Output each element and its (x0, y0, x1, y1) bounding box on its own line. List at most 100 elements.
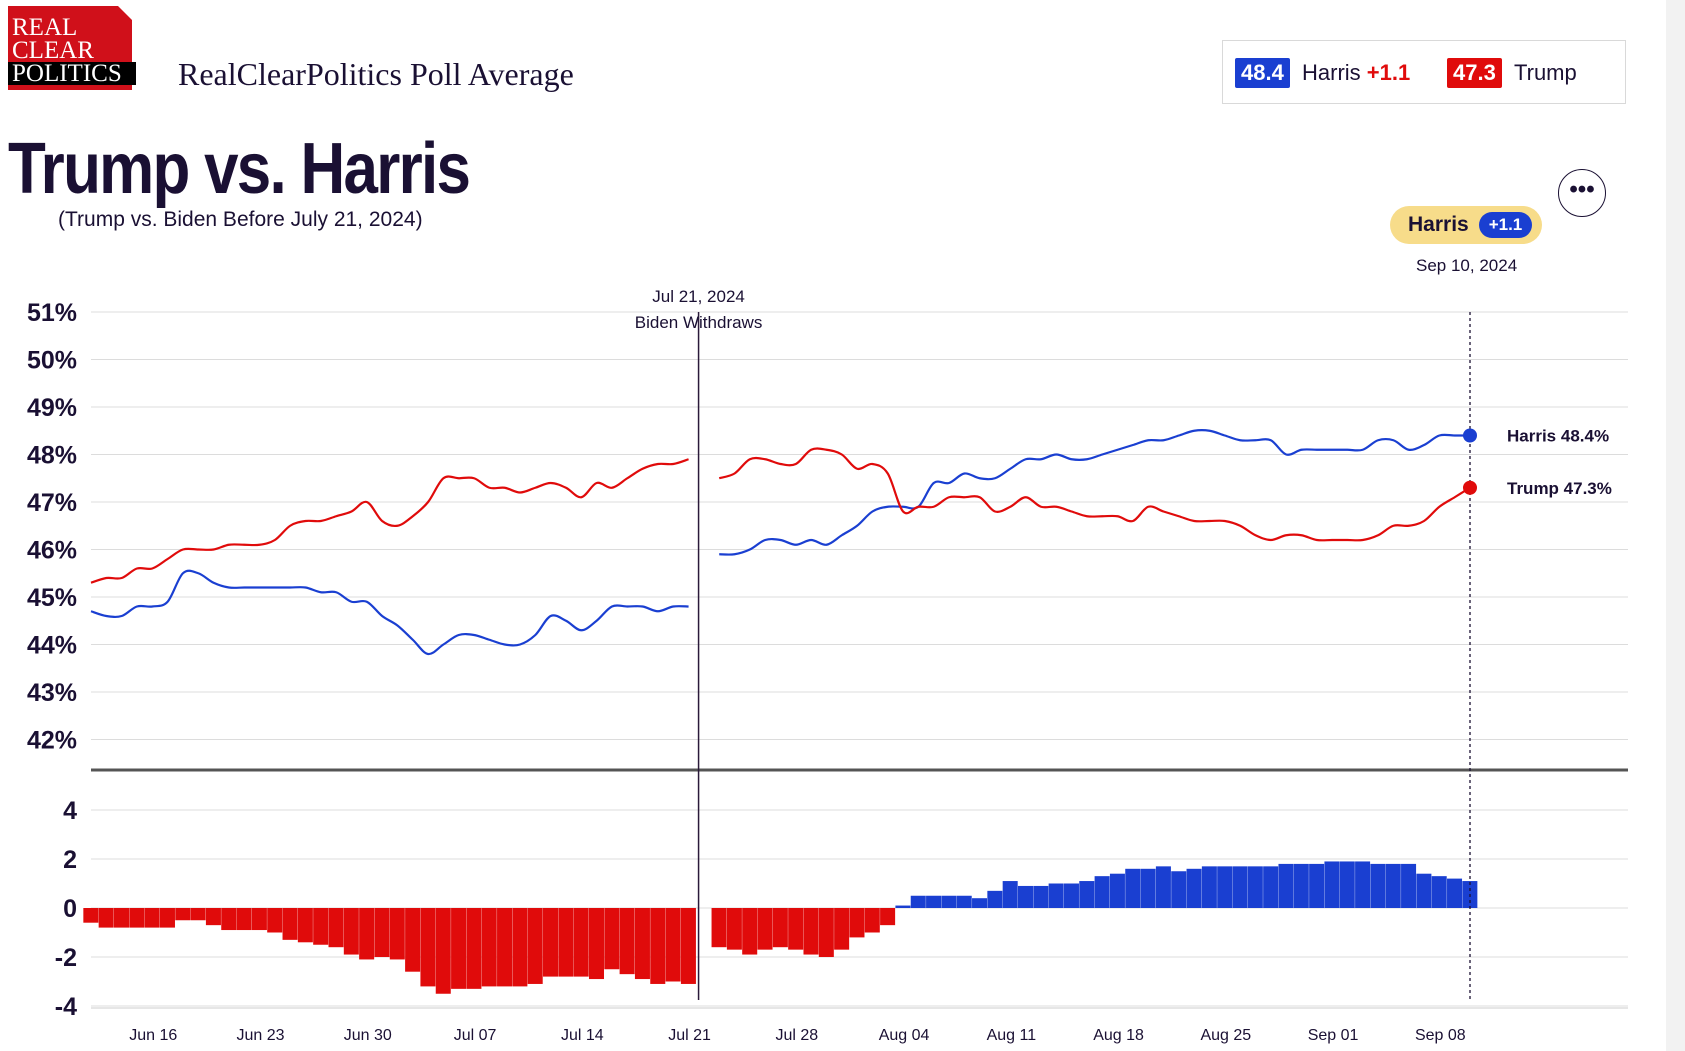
x-tick-label: Jun 23 (237, 1027, 285, 1044)
page-subtitle: (Trump vs. Biden Before July 21, 2024) (58, 208, 423, 231)
trump-spread-bar (680, 908, 696, 984)
summary-harris: Harris +1.1 (1302, 58, 1410, 88)
trump-spread-bar (282, 908, 298, 940)
trump-spread-bar (205, 908, 221, 926)
trump-spread-bar (267, 908, 283, 933)
trump-value-pill: 47.3 (1447, 58, 1502, 88)
site-title: RealClearPolitics Poll Average (178, 56, 574, 92)
harris-spread-bar (1217, 866, 1233, 908)
harris-spread-bar (1079, 881, 1095, 908)
trump-spread-bar (818, 908, 834, 957)
trump-spread-bar (711, 908, 727, 948)
annotation-text: Biden Withdraws (635, 313, 763, 332)
harris-spread-bar (1309, 863, 1325, 908)
harris-spread-bar (1140, 868, 1156, 908)
trump-spread-bar (849, 908, 865, 938)
harris-spread-bar (972, 898, 988, 908)
harris-spread-bar (1263, 866, 1279, 908)
harris-spread-bar (1171, 871, 1187, 908)
trump-spread-bar (98, 908, 114, 928)
y-tick-label: 47% (27, 489, 77, 517)
trump-spread-bar (389, 908, 405, 960)
x-tick-label: Jul 21 (668, 1027, 711, 1044)
harris-line-segment-1 (90, 569, 689, 656)
x-tick-label: Aug 18 (1093, 1027, 1144, 1044)
trump-spread-bar (313, 908, 329, 945)
trump-spread-bar (757, 908, 773, 950)
leader-spread: +1.1 (1478, 212, 1533, 238)
y-tick-label: 44% (27, 632, 77, 660)
trump-spread-bar (634, 908, 650, 980)
trump-spread-bar (788, 908, 804, 950)
x-tick-label: Jul 28 (775, 1027, 818, 1044)
spread-tick-label: -2 (55, 944, 77, 972)
trump-spread-bar (650, 908, 666, 984)
trump-spread-bar (420, 908, 436, 987)
harris-spread-bar (1324, 861, 1340, 908)
harris-spread-bar (1201, 866, 1217, 908)
x-tick-label: Jul 07 (454, 1027, 497, 1044)
x-tick-label: Sep 08 (1415, 1027, 1466, 1044)
trump-spread-bar (129, 908, 145, 928)
trump-spread-bar (604, 908, 620, 970)
trump-spread-bar (343, 908, 359, 955)
trump-spread-bar (159, 908, 175, 928)
summary-trump-name: Trump (1514, 60, 1577, 85)
harris-spread-bar (1125, 868, 1141, 908)
harris-spread-bar (1278, 863, 1294, 908)
harris-spread-bar (1186, 868, 1202, 908)
harris-spread-bar (1431, 876, 1447, 908)
spread-tick-label: 2 (63, 846, 77, 874)
trump-spread-bar (527, 908, 543, 984)
trump-spread-bar (834, 908, 850, 950)
y-tick-label: 49% (27, 394, 77, 422)
trump-spread-bar (175, 908, 191, 921)
page-title: Trump vs. Harris (8, 129, 471, 209)
trump-spread-bar (497, 908, 513, 987)
harris-spread-bar (1339, 861, 1355, 908)
harris-spread-bar (987, 890, 1003, 908)
summary-harris-lead: +1.1 (1366, 60, 1411, 85)
trump-spread-bar (466, 908, 482, 989)
y-tick-label: 43% (27, 679, 77, 707)
trump-spread-bar (742, 908, 758, 955)
y-tick-label: 46% (27, 537, 77, 565)
harris-spread-bar (1370, 863, 1386, 908)
trump-spread-bar (726, 908, 742, 950)
leader-date: Sep 10, 2024 (1416, 256, 1518, 275)
harris-spread-bar (1293, 863, 1309, 908)
trump-spread-bar (113, 908, 130, 928)
trump-spread-bar (374, 908, 390, 957)
trump-spread-bar (297, 908, 313, 943)
poll-summary-box: 48.4 Harris +1.1 47.3 Trump (1222, 40, 1626, 104)
logo-line-1: REAL (12, 14, 78, 41)
harris-line-segment-2 (719, 429, 1471, 556)
harris-spread-bar (1033, 885, 1049, 908)
trump-spread-bar (543, 908, 559, 977)
harris-end-label: Harris 48.4% (1507, 427, 1609, 446)
trump-spread-bar (573, 908, 589, 977)
rcp-logo[interactable]: REAL CLEAR POLITICS (8, 6, 136, 90)
harris-value-pill: 48.4 (1235, 58, 1290, 88)
trump-spread-bar (451, 908, 467, 989)
trump-spread-bar (144, 908, 160, 928)
x-tick-label: Aug 04 (879, 1027, 930, 1044)
trump-spread-bar (588, 908, 604, 980)
x-tick-label: Jun 16 (129, 1027, 177, 1044)
y-tick-label: 45% (27, 584, 77, 612)
trump-spread-bar (481, 908, 497, 987)
harris-end-dot (1463, 428, 1477, 443)
trump-end-dot (1463, 480, 1477, 495)
trump-spread-bar (435, 908, 451, 994)
trump-end-label: Trump 47.3% (1507, 479, 1612, 498)
y-tick-label: 50% (27, 347, 77, 375)
leader-badge: Harris +1.1 (1390, 206, 1543, 244)
more-options-button[interactable]: ••• (1558, 169, 1606, 217)
trump-spread-bar (619, 908, 635, 975)
harris-spread-bar (1109, 873, 1125, 908)
harris-spread-bar (910, 895, 926, 908)
logo-line-3: POLITICS (8, 61, 136, 86)
harris-spread-bar (1002, 881, 1018, 908)
harris-spread-bar (1232, 866, 1248, 908)
